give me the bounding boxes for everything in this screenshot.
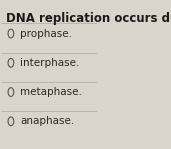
Text: interphase.: interphase. <box>21 58 80 68</box>
Text: prophase.: prophase. <box>21 29 73 39</box>
Text: DNA replication occurs during: DNA replication occurs during <box>6 12 171 25</box>
Text: anaphase.: anaphase. <box>21 116 75 126</box>
Text: metaphase.: metaphase. <box>21 87 82 97</box>
